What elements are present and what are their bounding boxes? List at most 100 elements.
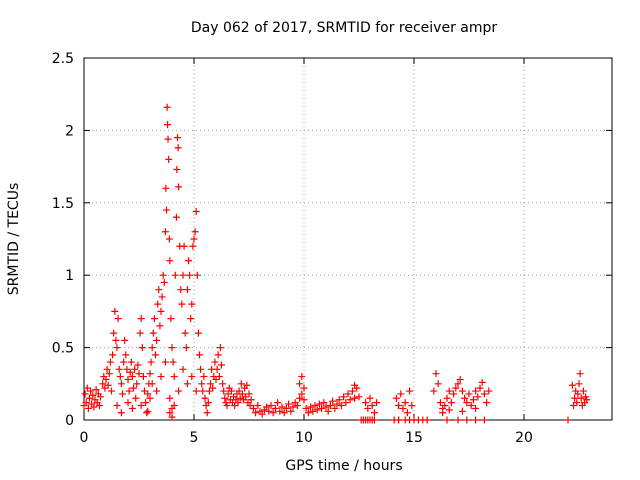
y-tick-label: 2.5	[52, 51, 74, 67]
data-point	[454, 416, 462, 424]
data-point	[346, 396, 354, 404]
data-point	[287, 407, 295, 415]
data-point	[157, 373, 165, 381]
data-point	[134, 361, 142, 369]
data-point	[112, 336, 120, 344]
data-point	[458, 407, 466, 415]
data-point	[159, 271, 167, 279]
data-point	[221, 394, 229, 402]
data-point	[579, 387, 587, 395]
data-point	[430, 387, 438, 395]
data-point	[302, 404, 310, 412]
data-point	[144, 407, 152, 415]
data-point	[436, 399, 444, 407]
data-point	[458, 387, 466, 395]
data-point	[180, 242, 188, 250]
data-point	[139, 373, 147, 381]
data-point	[87, 387, 95, 395]
data-point	[397, 390, 405, 398]
data-point	[480, 390, 488, 398]
data-point	[282, 404, 290, 412]
data-point	[196, 351, 203, 359]
data-point	[115, 365, 123, 373]
data-point	[351, 394, 359, 402]
data-point	[408, 402, 416, 410]
data-point	[461, 394, 469, 402]
data-point	[191, 228, 199, 236]
data-point	[575, 380, 583, 388]
data-point	[116, 373, 124, 381]
data-point	[89, 391, 97, 399]
data-point	[331, 404, 339, 412]
data-point	[179, 365, 187, 373]
data-point	[170, 373, 178, 381]
data-point	[452, 384, 460, 392]
data-point	[147, 358, 155, 366]
data-point	[166, 394, 174, 402]
data-point	[174, 134, 181, 142]
data-point	[245, 390, 253, 398]
data-point	[269, 409, 277, 417]
data-point	[194, 329, 202, 337]
data-point	[577, 394, 585, 402]
data-point	[296, 380, 304, 388]
data-point	[117, 380, 125, 388]
data-point	[574, 390, 582, 398]
data-point	[337, 402, 345, 410]
data-point	[472, 416, 480, 424]
data-point	[454, 380, 462, 388]
data-point	[125, 387, 133, 395]
data-point	[168, 413, 176, 421]
data-point	[95, 402, 103, 410]
data-point	[183, 380, 191, 388]
data-point	[158, 293, 166, 301]
grid-lines	[84, 58, 612, 420]
data-point	[463, 416, 471, 424]
y-tick-label: 1.5	[52, 196, 74, 212]
data-point	[114, 315, 122, 323]
data-point	[355, 393, 363, 401]
data-point	[197, 365, 205, 373]
data-point	[92, 386, 100, 394]
data-point	[335, 396, 343, 404]
x-tick-label: 0	[80, 430, 89, 446]
data-point	[97, 393, 104, 401]
data-point	[189, 242, 197, 250]
data-point	[395, 402, 403, 410]
data-point	[155, 286, 163, 294]
data-point	[401, 399, 409, 407]
data-point	[186, 271, 194, 279]
data-point	[313, 406, 321, 414]
data-point	[564, 416, 572, 424]
data-point	[113, 402, 121, 410]
data-point	[174, 144, 182, 152]
data-point	[164, 121, 172, 129]
data-point	[164, 135, 172, 143]
data-point	[432, 370, 440, 378]
data-point	[90, 403, 98, 411]
data-point	[315, 400, 323, 408]
data-point	[163, 206, 170, 214]
data-point	[366, 394, 374, 402]
data-point	[153, 387, 161, 395]
data-point	[124, 375, 132, 383]
data-point	[117, 409, 125, 417]
data-point	[324, 407, 332, 415]
data-point	[128, 373, 136, 381]
data-point	[183, 286, 191, 294]
data-point	[364, 404, 372, 412]
data-point	[181, 329, 189, 337]
data-point	[311, 402, 319, 410]
data-point	[276, 407, 284, 415]
data-point	[480, 416, 488, 424]
y-tick-label: 0	[65, 413, 74, 429]
data-point	[137, 315, 145, 323]
data-point	[469, 396, 477, 404]
data-point	[209, 384, 217, 392]
data-point	[465, 390, 473, 398]
data-point	[131, 365, 139, 373]
data-point	[571, 394, 579, 402]
data-point	[146, 370, 154, 378]
x-tick-label: 15	[405, 430, 423, 446]
data-point	[304, 409, 312, 417]
